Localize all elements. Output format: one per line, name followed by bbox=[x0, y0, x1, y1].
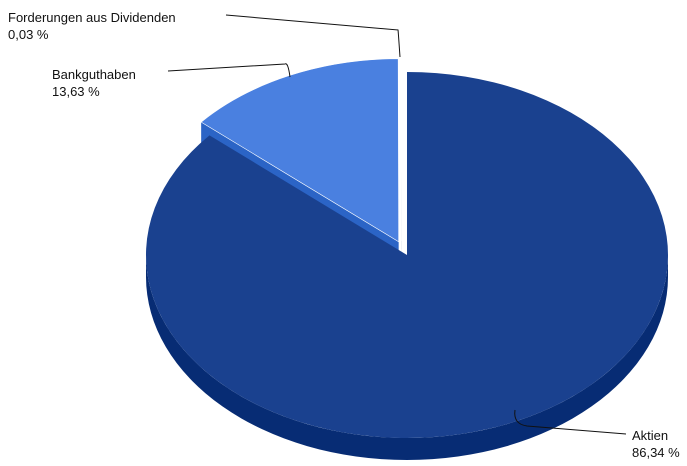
slice-value-label-2: 0,03 % bbox=[8, 27, 49, 42]
slice-value-label-0: 86,34 % bbox=[632, 445, 680, 460]
slice-value-label-1: 13,63 % bbox=[52, 84, 100, 99]
slice-label-2: Forderungen aus Dividenden bbox=[8, 10, 176, 25]
pie-tops bbox=[146, 58, 668, 438]
leader-line-2 bbox=[226, 15, 400, 57]
slice-label-0: Aktien bbox=[632, 428, 668, 443]
slice-label-1: Bankguthaben bbox=[52, 67, 136, 82]
leader-line-1 bbox=[168, 64, 290, 77]
